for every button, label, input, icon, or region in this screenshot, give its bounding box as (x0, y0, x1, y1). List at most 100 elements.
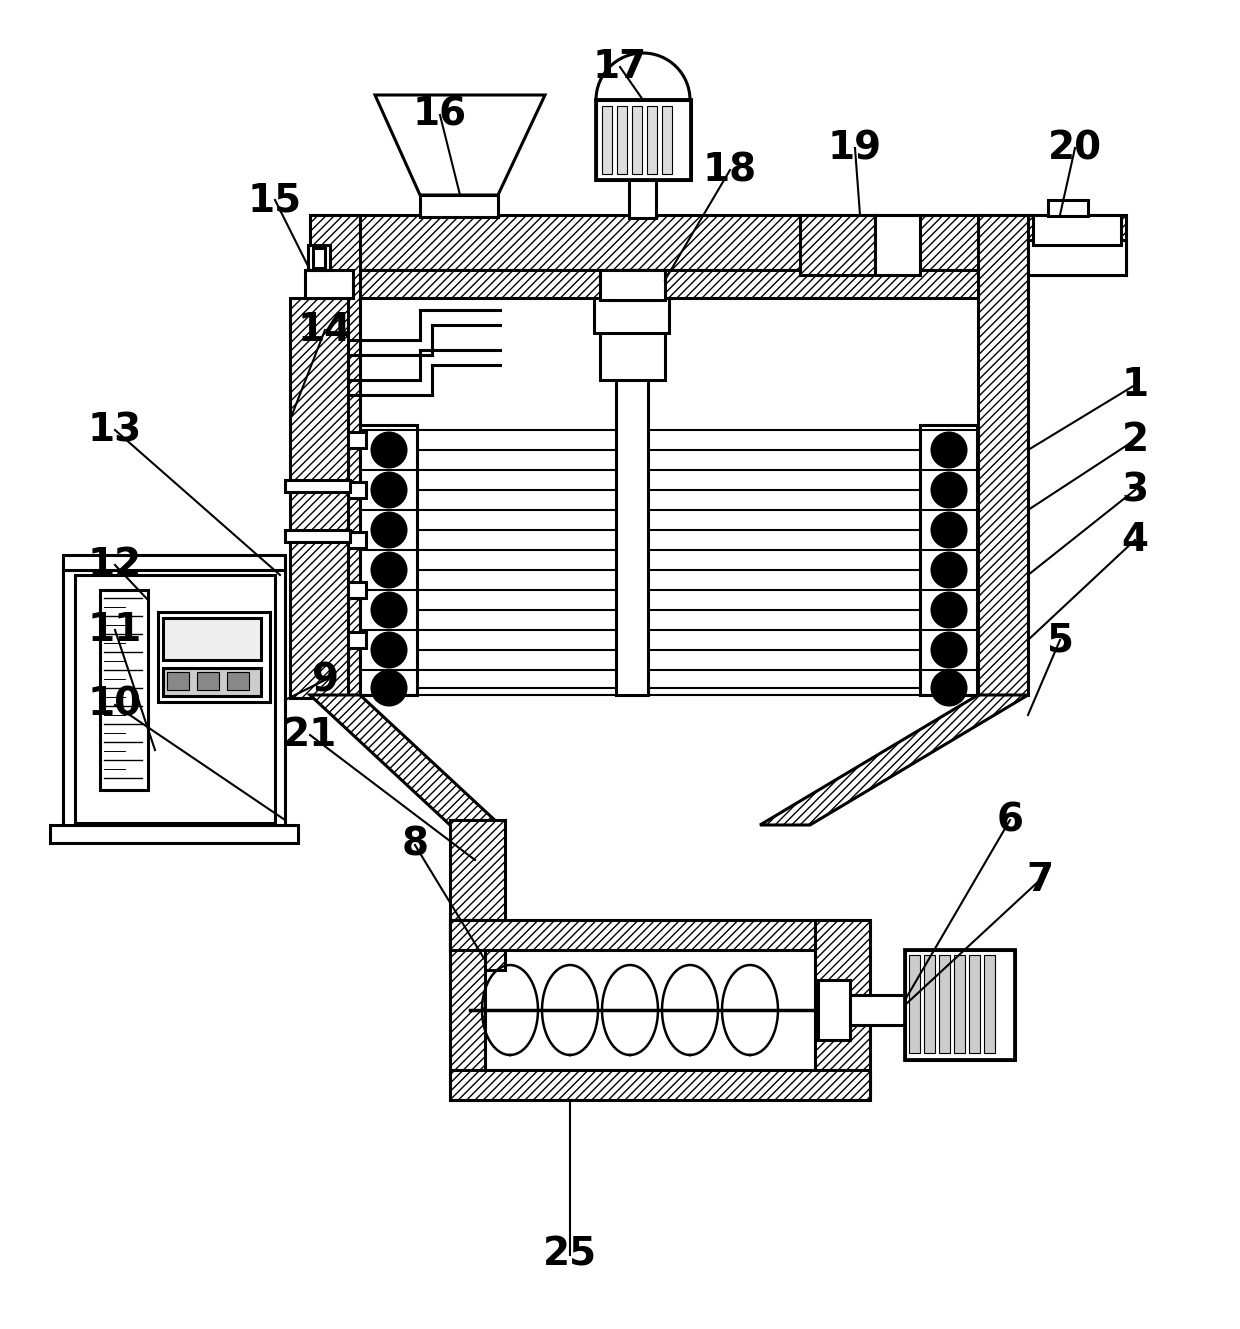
Circle shape (932, 593, 966, 627)
Bar (167, 672, 188, 690)
Bar (50, 825, 298, 843)
Bar (285, 530, 350, 542)
Circle shape (372, 473, 405, 506)
Bar (616, 270, 649, 695)
Circle shape (372, 671, 405, 704)
Circle shape (932, 553, 966, 587)
Bar (1028, 241, 1126, 275)
Bar (348, 532, 366, 548)
Bar (485, 950, 815, 1070)
Circle shape (372, 633, 405, 667)
Bar (348, 582, 366, 598)
Bar (968, 956, 980, 1053)
Text: 25: 25 (543, 1236, 598, 1275)
Text: 10: 10 (88, 686, 143, 724)
Bar (450, 820, 505, 950)
Polygon shape (310, 695, 500, 825)
Bar (920, 425, 977, 695)
Bar (310, 215, 1030, 270)
Bar (312, 249, 325, 268)
Bar (618, 106, 627, 174)
Bar (63, 570, 285, 828)
Text: 4: 4 (1121, 521, 1148, 560)
Bar (74, 575, 275, 823)
Text: 17: 17 (593, 48, 647, 86)
Circle shape (372, 433, 405, 466)
Bar (1048, 199, 1087, 217)
Bar (939, 956, 950, 1053)
Bar (360, 270, 978, 695)
Circle shape (932, 513, 966, 548)
Text: 11: 11 (88, 611, 143, 649)
Bar (100, 590, 148, 789)
Bar (818, 979, 849, 1041)
Bar (197, 672, 219, 690)
Bar (227, 672, 249, 690)
Bar (875, 215, 920, 275)
Bar (450, 920, 485, 1100)
Text: 7: 7 (1027, 861, 1054, 898)
Text: 3: 3 (1121, 470, 1148, 509)
Bar (360, 425, 417, 695)
Bar (594, 298, 670, 334)
Bar (629, 179, 656, 218)
Polygon shape (450, 920, 505, 970)
Circle shape (372, 513, 405, 548)
Bar (353, 270, 986, 298)
Bar (420, 195, 498, 217)
Bar (905, 950, 1016, 1061)
Text: 18: 18 (703, 152, 758, 189)
Bar (601, 106, 613, 174)
Text: 8: 8 (402, 827, 429, 864)
Bar (600, 330, 665, 380)
Bar (800, 215, 875, 275)
Bar (662, 106, 672, 174)
Text: 15: 15 (248, 181, 303, 219)
Bar (450, 1070, 870, 1100)
Text: 16: 16 (413, 96, 467, 134)
Text: 19: 19 (828, 129, 882, 167)
Bar (348, 432, 366, 448)
Bar (450, 920, 844, 950)
Bar (978, 215, 1028, 695)
Bar (849, 995, 905, 1025)
Bar (596, 100, 691, 179)
Text: 1: 1 (1121, 365, 1148, 404)
Text: 13: 13 (88, 411, 143, 449)
Polygon shape (760, 695, 1028, 825)
Bar (63, 556, 285, 570)
Text: 21: 21 (283, 716, 337, 754)
Text: 6: 6 (997, 801, 1023, 839)
Bar (815, 920, 870, 1100)
Bar (596, 100, 691, 179)
Polygon shape (374, 94, 546, 195)
Bar (348, 482, 366, 498)
Circle shape (932, 671, 966, 704)
Bar (909, 956, 920, 1053)
Bar (1033, 215, 1121, 245)
Bar (610, 270, 652, 300)
Text: 9: 9 (311, 661, 339, 699)
Wedge shape (596, 53, 689, 100)
Bar (647, 106, 657, 174)
Text: 14: 14 (298, 311, 352, 350)
Circle shape (932, 633, 966, 667)
Circle shape (932, 433, 966, 466)
Text: 5: 5 (1047, 621, 1074, 659)
Bar (348, 633, 366, 649)
Bar (162, 668, 260, 696)
Circle shape (372, 553, 405, 587)
Bar (305, 270, 353, 298)
Text: 12: 12 (88, 546, 143, 583)
Bar (162, 618, 260, 661)
Bar (1028, 215, 1126, 275)
Bar (157, 611, 270, 702)
Bar (924, 956, 935, 1053)
Bar (954, 956, 965, 1053)
Circle shape (932, 473, 966, 506)
Circle shape (372, 593, 405, 627)
Bar (308, 245, 330, 270)
Bar (985, 956, 994, 1053)
Text: 20: 20 (1048, 129, 1102, 167)
Bar (632, 106, 642, 174)
